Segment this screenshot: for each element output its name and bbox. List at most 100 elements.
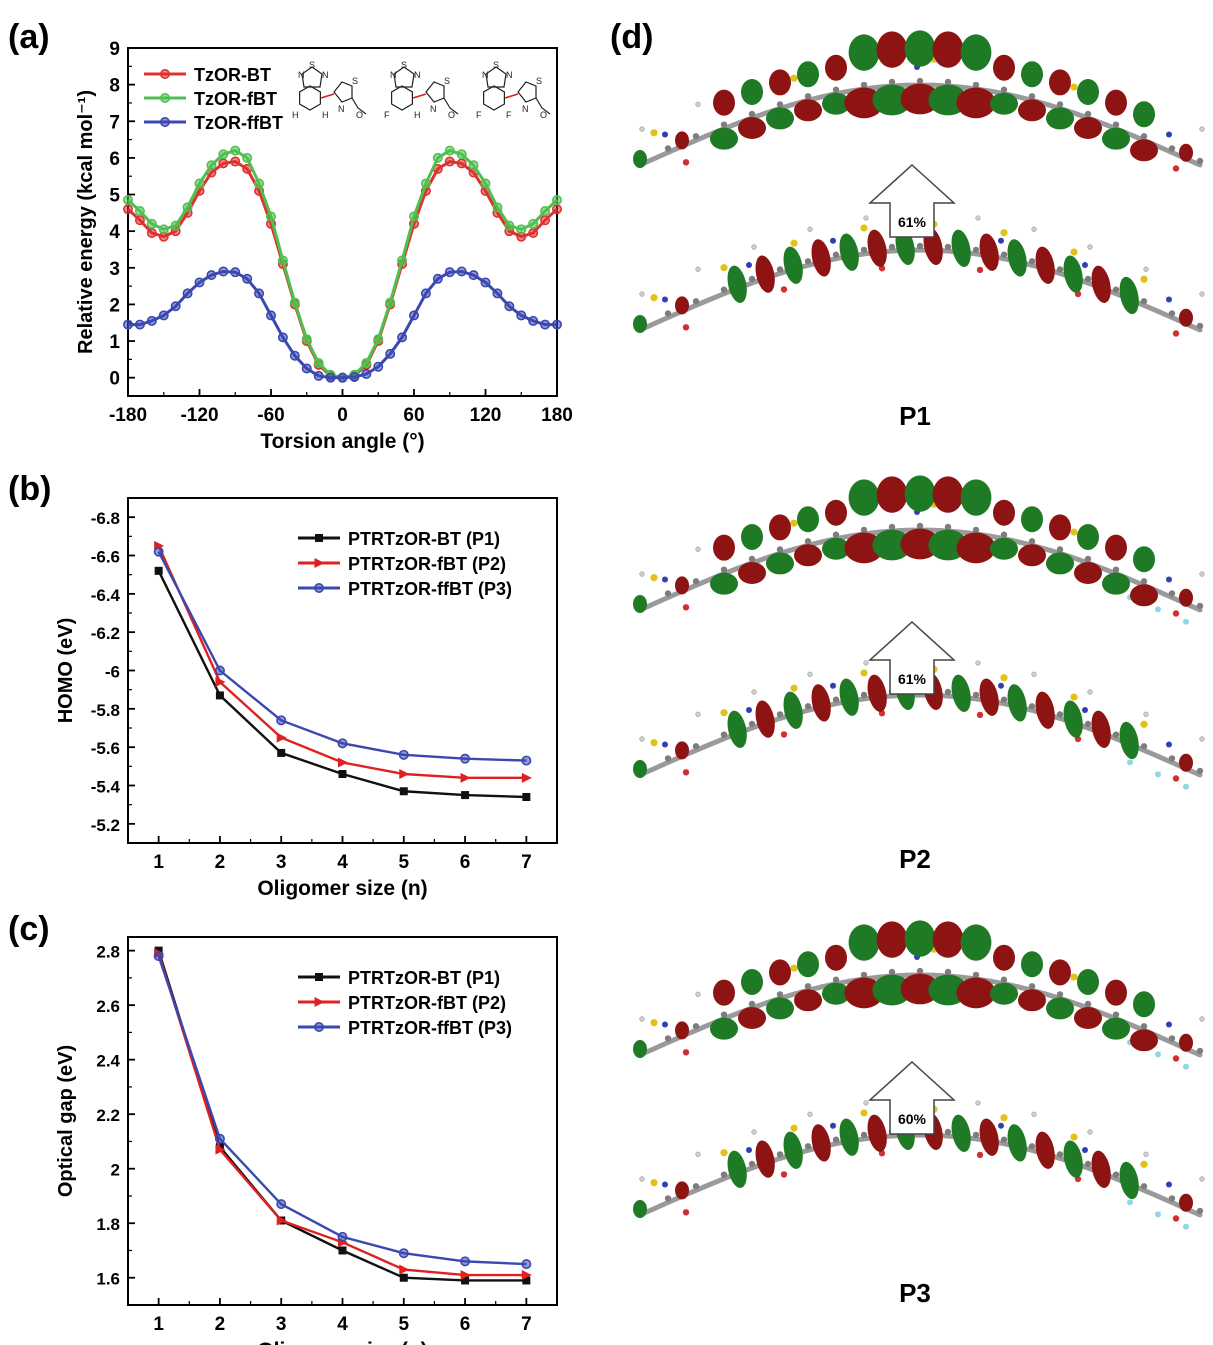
orbital-lobe xyxy=(1119,276,1139,315)
carbon-atom xyxy=(804,703,812,710)
orbital-lobe xyxy=(993,944,1015,971)
atom-label: N xyxy=(338,104,345,114)
x-tick-label: 180 xyxy=(541,405,573,426)
orbital-lobe xyxy=(741,78,763,105)
data-point xyxy=(154,566,163,575)
data-point xyxy=(480,178,491,189)
oxygen-atom xyxy=(1172,165,1180,172)
sulfur-atom xyxy=(1140,1160,1148,1168)
orbital-lobe xyxy=(1091,710,1111,748)
hydrogen-atom xyxy=(695,266,701,272)
orbital-lobe xyxy=(1179,143,1193,162)
orbital-lobe xyxy=(900,973,940,1005)
orbital-lobe xyxy=(960,34,992,71)
orbital-lobe xyxy=(713,89,735,116)
data-point xyxy=(338,757,348,768)
orbital-lobe xyxy=(956,532,996,564)
sulfur-atom xyxy=(650,1019,658,1027)
carbon-atom xyxy=(664,145,672,152)
hydrogen-atom xyxy=(1087,689,1093,695)
hydrogen-atom xyxy=(863,215,869,221)
data-point xyxy=(385,348,396,359)
orbital-lobe xyxy=(783,246,803,284)
hydrogen-atom xyxy=(1199,1016,1205,1022)
data-point xyxy=(349,371,360,382)
y-tick-label: 0 xyxy=(109,369,120,390)
y-tick-label: -6.6 xyxy=(91,548,120,567)
orbital-lobe xyxy=(1179,1033,1193,1052)
data-point xyxy=(134,215,145,226)
x-tick-label: 1 xyxy=(153,852,164,873)
y-tick-label: 1.6 xyxy=(96,1270,120,1289)
atom-label: O xyxy=(540,110,547,120)
data-point xyxy=(230,145,241,156)
oxygen-atom xyxy=(976,266,984,274)
carbon-atom xyxy=(692,743,700,750)
hydrogen-atom xyxy=(751,689,757,695)
molecule-name: P2 xyxy=(899,844,931,874)
x-tick-label: 5 xyxy=(398,852,409,873)
data-point xyxy=(277,748,286,757)
data-point xyxy=(522,793,531,801)
data-point xyxy=(397,332,408,343)
data-point xyxy=(460,772,471,783)
nitrogen-atom xyxy=(1082,261,1088,268)
hydrogen-atom xyxy=(639,291,645,297)
orbital-lobe xyxy=(932,921,964,958)
orbital-lobe xyxy=(1077,968,1099,995)
orbital-lobe xyxy=(1133,546,1155,573)
orbital-lobe xyxy=(872,529,912,561)
orbital-lobe xyxy=(979,1118,999,1156)
data-point xyxy=(551,319,562,330)
carbon-atom xyxy=(1056,101,1064,108)
carbon-atom xyxy=(1196,1207,1204,1215)
hydrogen-atom xyxy=(975,1100,981,1106)
data-point xyxy=(158,224,169,235)
orbital-lobe xyxy=(1049,514,1071,541)
orbital-lobe xyxy=(979,233,999,271)
orbital-lobe xyxy=(1179,588,1193,607)
data-point xyxy=(337,1231,348,1242)
panel-label: (d) xyxy=(610,18,653,56)
orbital-lobe xyxy=(876,31,908,68)
molecule-name: P1 xyxy=(899,401,931,431)
oxygen-atom xyxy=(1172,330,1180,337)
orbital-lobe xyxy=(1074,561,1102,584)
legend-label: PTRTzOR-ffBT (P3) xyxy=(348,1018,512,1038)
legend-marker xyxy=(160,69,171,80)
transition-arrow xyxy=(868,620,956,695)
methoxy-bond xyxy=(535,97,551,115)
data-point xyxy=(398,749,409,760)
molecule-name: P3 xyxy=(899,1278,931,1308)
x-tick-label: 4 xyxy=(337,852,348,873)
carbon-atom xyxy=(972,81,980,89)
data-point xyxy=(276,715,287,726)
sulfur-atom xyxy=(860,669,868,677)
data-point xyxy=(516,310,527,321)
methoxy-bond xyxy=(351,97,367,115)
orbital-lobe xyxy=(755,255,775,293)
orbital-lobe xyxy=(822,982,850,1005)
orbital-lobe xyxy=(1018,989,1046,1012)
hydrogen-atom xyxy=(1143,266,1149,272)
carbon-atom xyxy=(832,531,840,538)
x-tick-label: 1 xyxy=(153,1314,164,1335)
carbon-atom xyxy=(1196,602,1204,610)
data-point xyxy=(215,1144,226,1155)
y-tick-label: 2 xyxy=(111,1161,120,1180)
data-point xyxy=(521,772,532,783)
oxygen-atom xyxy=(1172,610,1180,617)
data-point xyxy=(182,202,193,213)
carbon-atom xyxy=(1112,286,1120,293)
legend-label: PTRTzOR-ffBT (P3) xyxy=(348,579,512,599)
oxygen-atom xyxy=(780,731,788,738)
orbital-lobe xyxy=(769,69,791,96)
orbital-lobe xyxy=(993,499,1015,526)
orbital-lobe xyxy=(960,479,992,516)
orbital-lobe xyxy=(1049,69,1071,96)
orbital-lobe xyxy=(794,99,822,122)
plot-frame xyxy=(127,497,558,844)
carbon-atom xyxy=(692,298,700,305)
data-point xyxy=(460,1256,471,1267)
hydrogen-atom xyxy=(1199,736,1205,742)
